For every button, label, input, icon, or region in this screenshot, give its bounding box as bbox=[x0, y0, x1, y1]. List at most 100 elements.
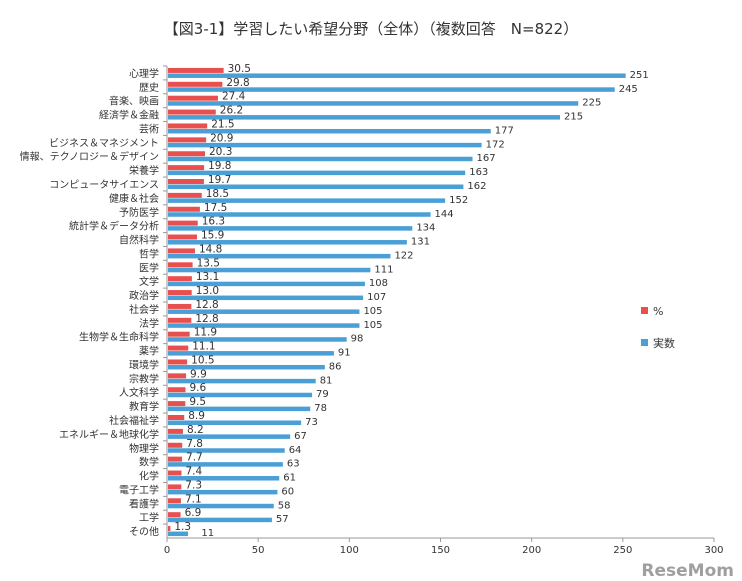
bar-count bbox=[168, 267, 371, 273]
category-label: 芸術 bbox=[139, 122, 159, 135]
category-label: 電子工学 bbox=[119, 483, 159, 496]
bar-count bbox=[168, 87, 615, 92]
bar-percent bbox=[168, 248, 195, 254]
bar-count bbox=[168, 462, 283, 467]
data-label-percent: 8.2 bbox=[187, 424, 204, 436]
x-tick-label: 50 bbox=[252, 545, 265, 556]
category-label: 物理学 bbox=[129, 442, 159, 455]
bar-count bbox=[168, 392, 313, 398]
data-label-percent: 29.8 bbox=[226, 77, 249, 89]
bar-percent bbox=[168, 206, 200, 212]
data-label-percent: 10.5 bbox=[191, 354, 214, 366]
category-label: コンピュータサイエンス bbox=[49, 179, 159, 191]
bar-percent bbox=[168, 67, 224, 73]
data-label-percent: 15.9 bbox=[201, 230, 224, 242]
data-label-count: 107 bbox=[367, 292, 386, 303]
category-label: 統計学＆データ分析 bbox=[69, 220, 159, 233]
data-label-percent: 13.5 bbox=[197, 257, 220, 269]
bar-percent bbox=[168, 317, 192, 323]
bar-percent bbox=[168, 123, 208, 129]
category-label: 看護学 bbox=[129, 497, 159, 510]
bar-count bbox=[168, 420, 302, 425]
bar-percent bbox=[168, 234, 197, 240]
data-label-count: 163 bbox=[469, 167, 488, 178]
bar-count bbox=[168, 364, 325, 370]
x-tick-label: 200 bbox=[522, 545, 541, 556]
bar-count bbox=[168, 476, 280, 481]
chart-title: 【図3-1】学習したい希望分野（全体）（複数回答 N=822） bbox=[163, 20, 579, 38]
data-label-count: 177 bbox=[495, 125, 514, 136]
bar-percent bbox=[168, 276, 192, 282]
category-label: 経済学＆金融 bbox=[99, 109, 159, 122]
bar-count bbox=[168, 517, 272, 523]
bar-count bbox=[168, 351, 334, 356]
category-label: その他 bbox=[129, 525, 159, 538]
bar-count bbox=[168, 184, 464, 189]
data-label-count: 162 bbox=[467, 181, 486, 192]
data-label-percent: 1.3 bbox=[174, 521, 191, 533]
bar-percent bbox=[168, 428, 183, 434]
bar-count bbox=[168, 309, 360, 314]
data-label-percent: 30.5 bbox=[228, 63, 251, 75]
data-label-count: 57 bbox=[276, 514, 289, 525]
bar-count bbox=[168, 531, 189, 537]
category-label: 工学 bbox=[139, 511, 159, 524]
bar-count bbox=[168, 406, 311, 412]
category-label: 法学 bbox=[139, 317, 159, 330]
data-label-count: 11 bbox=[201, 528, 214, 539]
bar-count bbox=[168, 434, 291, 439]
bar-count bbox=[168, 73, 626, 78]
legend-label: % bbox=[653, 305, 663, 318]
data-label-count: 81 bbox=[320, 375, 333, 386]
bar-count bbox=[168, 226, 413, 231]
category-label: 人文科学 bbox=[119, 386, 159, 399]
data-label-count: 251 bbox=[630, 70, 649, 81]
data-label-percent: 7.7 bbox=[186, 452, 203, 464]
category-label: 音楽、映画 bbox=[109, 95, 159, 108]
category-label: 医学 bbox=[139, 261, 159, 274]
category-label: 社会福祉学 bbox=[109, 414, 159, 427]
legend-swatch bbox=[641, 339, 648, 346]
data-label-percent: 7.8 bbox=[186, 438, 203, 450]
category-label: 栄養学 bbox=[129, 164, 159, 177]
bar-percent bbox=[168, 359, 188, 365]
bar-percent bbox=[168, 165, 205, 171]
data-label-count: 78 bbox=[314, 403, 327, 414]
data-label-percent: 7.4 bbox=[185, 466, 202, 478]
bar-percent bbox=[168, 290, 192, 296]
bar-count bbox=[168, 170, 466, 176]
data-label-percent: 18.5 bbox=[206, 188, 229, 200]
data-label-count: 108 bbox=[369, 278, 388, 289]
category-label: 化学 bbox=[139, 470, 159, 483]
bar-count bbox=[168, 156, 473, 162]
data-label-count: 91 bbox=[338, 348, 351, 359]
bar-count bbox=[168, 323, 360, 328]
data-label-percent: 19.7 bbox=[208, 174, 231, 186]
data-label-count: 134 bbox=[416, 223, 435, 234]
data-label-count: 122 bbox=[394, 250, 413, 261]
bar-count bbox=[168, 101, 579, 106]
category-label: 自然科学 bbox=[119, 234, 159, 247]
bar-percent bbox=[168, 345, 189, 351]
data-label-percent: 27.4 bbox=[222, 91, 246, 103]
category-label: 数学 bbox=[139, 456, 159, 469]
bar-percent bbox=[168, 95, 218, 101]
bar-percent bbox=[168, 387, 186, 393]
data-label-percent: 11.9 bbox=[194, 327, 217, 339]
bar-count bbox=[168, 378, 316, 384]
category-label: 社会学 bbox=[129, 303, 159, 316]
bar-percent bbox=[168, 512, 181, 518]
data-label-count: 79 bbox=[316, 389, 329, 400]
data-label-count: 167 bbox=[476, 153, 495, 164]
bar-count bbox=[168, 128, 491, 134]
data-label-count: 60 bbox=[281, 486, 294, 497]
data-label-percent: 12.8 bbox=[195, 299, 218, 311]
data-label-percent: 13.1 bbox=[196, 271, 219, 283]
data-label-percent: 7.3 bbox=[185, 479, 202, 491]
x-tick-label: 100 bbox=[340, 545, 359, 556]
data-label-count: 58 bbox=[278, 500, 291, 511]
category-label: 健康＆社会 bbox=[109, 192, 159, 205]
category-label: 政治学 bbox=[129, 289, 159, 302]
